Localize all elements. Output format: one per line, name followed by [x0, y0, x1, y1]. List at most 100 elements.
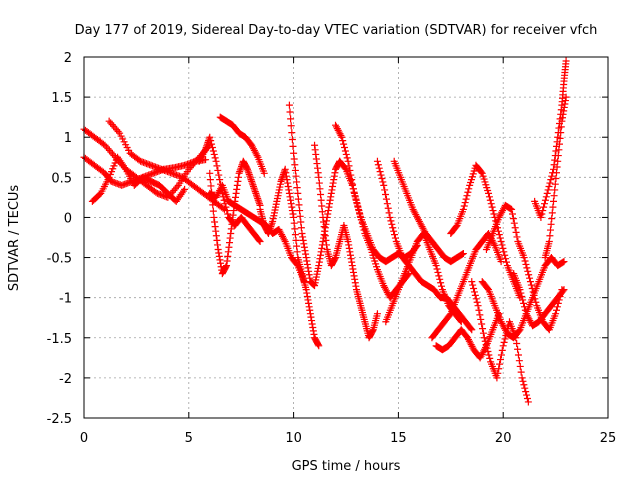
series-track-3 [88, 153, 189, 205]
data-point [373, 310, 381, 318]
series-track-19 [447, 161, 524, 302]
data-point [286, 108, 294, 116]
data-point [221, 200, 229, 208]
data-point [121, 164, 129, 172]
data-point [209, 207, 217, 215]
data-point [382, 191, 390, 199]
series-track-23 [510, 270, 568, 330]
chart-title: Day 177 of 2019, Sidereal Day-to-day VTE… [75, 23, 598, 38]
data-point [390, 227, 398, 235]
data-point [280, 236, 288, 244]
series-track-22 [478, 254, 568, 342]
data-point [387, 217, 395, 225]
data-point [481, 337, 489, 345]
data-point [344, 157, 352, 165]
data-point [508, 205, 516, 213]
data-point [108, 150, 116, 158]
data-point [110, 152, 118, 160]
data-point [523, 264, 531, 272]
data-point [478, 320, 486, 328]
data-point [517, 289, 525, 297]
data-point [559, 287, 567, 295]
data-point [520, 381, 528, 389]
data-point [381, 186, 389, 194]
data-point [508, 210, 516, 218]
data-point [497, 238, 505, 246]
data-point [464, 188, 472, 196]
data-point [540, 203, 548, 211]
data-point [215, 171, 223, 179]
data-point [520, 299, 528, 307]
data-point [288, 129, 296, 137]
data-point [460, 202, 468, 210]
data-point [255, 236, 263, 244]
data-point [562, 93, 570, 101]
data-point [495, 365, 503, 373]
data-point [539, 207, 547, 215]
data-point [359, 223, 367, 231]
data-point [523, 395, 531, 403]
data-point [518, 374, 526, 382]
data-point [500, 248, 508, 256]
data-point [476, 311, 484, 319]
data-point [497, 356, 505, 364]
data-point [509, 215, 517, 223]
x-tick-label: 20 [495, 431, 512, 446]
data-point [482, 341, 490, 349]
data-point [516, 362, 524, 370]
data-point [108, 121, 116, 129]
data-point [152, 188, 160, 196]
data-point [472, 295, 480, 303]
data-point [514, 351, 522, 359]
x-tick-label: 15 [390, 431, 407, 446]
data-point [435, 272, 443, 280]
data-point [114, 127, 122, 135]
data-point [104, 145, 112, 153]
data-point [135, 156, 143, 164]
y-tick-label: 0 [64, 211, 72, 226]
data-point [384, 204, 392, 212]
data-point [355, 209, 363, 217]
data-point [471, 291, 479, 299]
data-point [519, 377, 527, 385]
data-point [391, 234, 399, 242]
y-tick-label: -2 [59, 372, 72, 387]
data-point [287, 115, 295, 123]
data-point [355, 205, 363, 213]
data-point [383, 200, 391, 208]
data-point [287, 122, 295, 130]
data-point [521, 384, 529, 392]
data-point [377, 171, 385, 179]
data-point [519, 296, 527, 304]
data-point [502, 255, 510, 263]
data-point [433, 265, 441, 273]
data-point [486, 196, 494, 204]
data-marks [80, 57, 570, 406]
data-point [208, 140, 216, 148]
data-point [170, 187, 178, 195]
series-track-13 [336, 157, 413, 302]
data-point [219, 204, 227, 212]
data-point [386, 213, 394, 221]
data-point [470, 288, 478, 296]
data-point [349, 185, 357, 193]
axis-ticks [83, 56, 609, 419]
data-point [497, 351, 505, 359]
data-point [525, 271, 533, 279]
data-point [385, 209, 393, 217]
data-point [379, 178, 387, 186]
data-point [207, 182, 215, 190]
data-point [513, 233, 521, 241]
data-point [210, 150, 218, 158]
data-point [510, 219, 518, 227]
data-point [102, 143, 110, 151]
data-point [516, 286, 524, 294]
data-point [436, 275, 444, 283]
data-point [494, 369, 502, 377]
series-track-20 [468, 278, 532, 406]
data-point [499, 342, 507, 350]
data-point [354, 202, 362, 210]
data-point [479, 325, 487, 333]
data-point [224, 210, 232, 218]
data-point [260, 169, 268, 177]
